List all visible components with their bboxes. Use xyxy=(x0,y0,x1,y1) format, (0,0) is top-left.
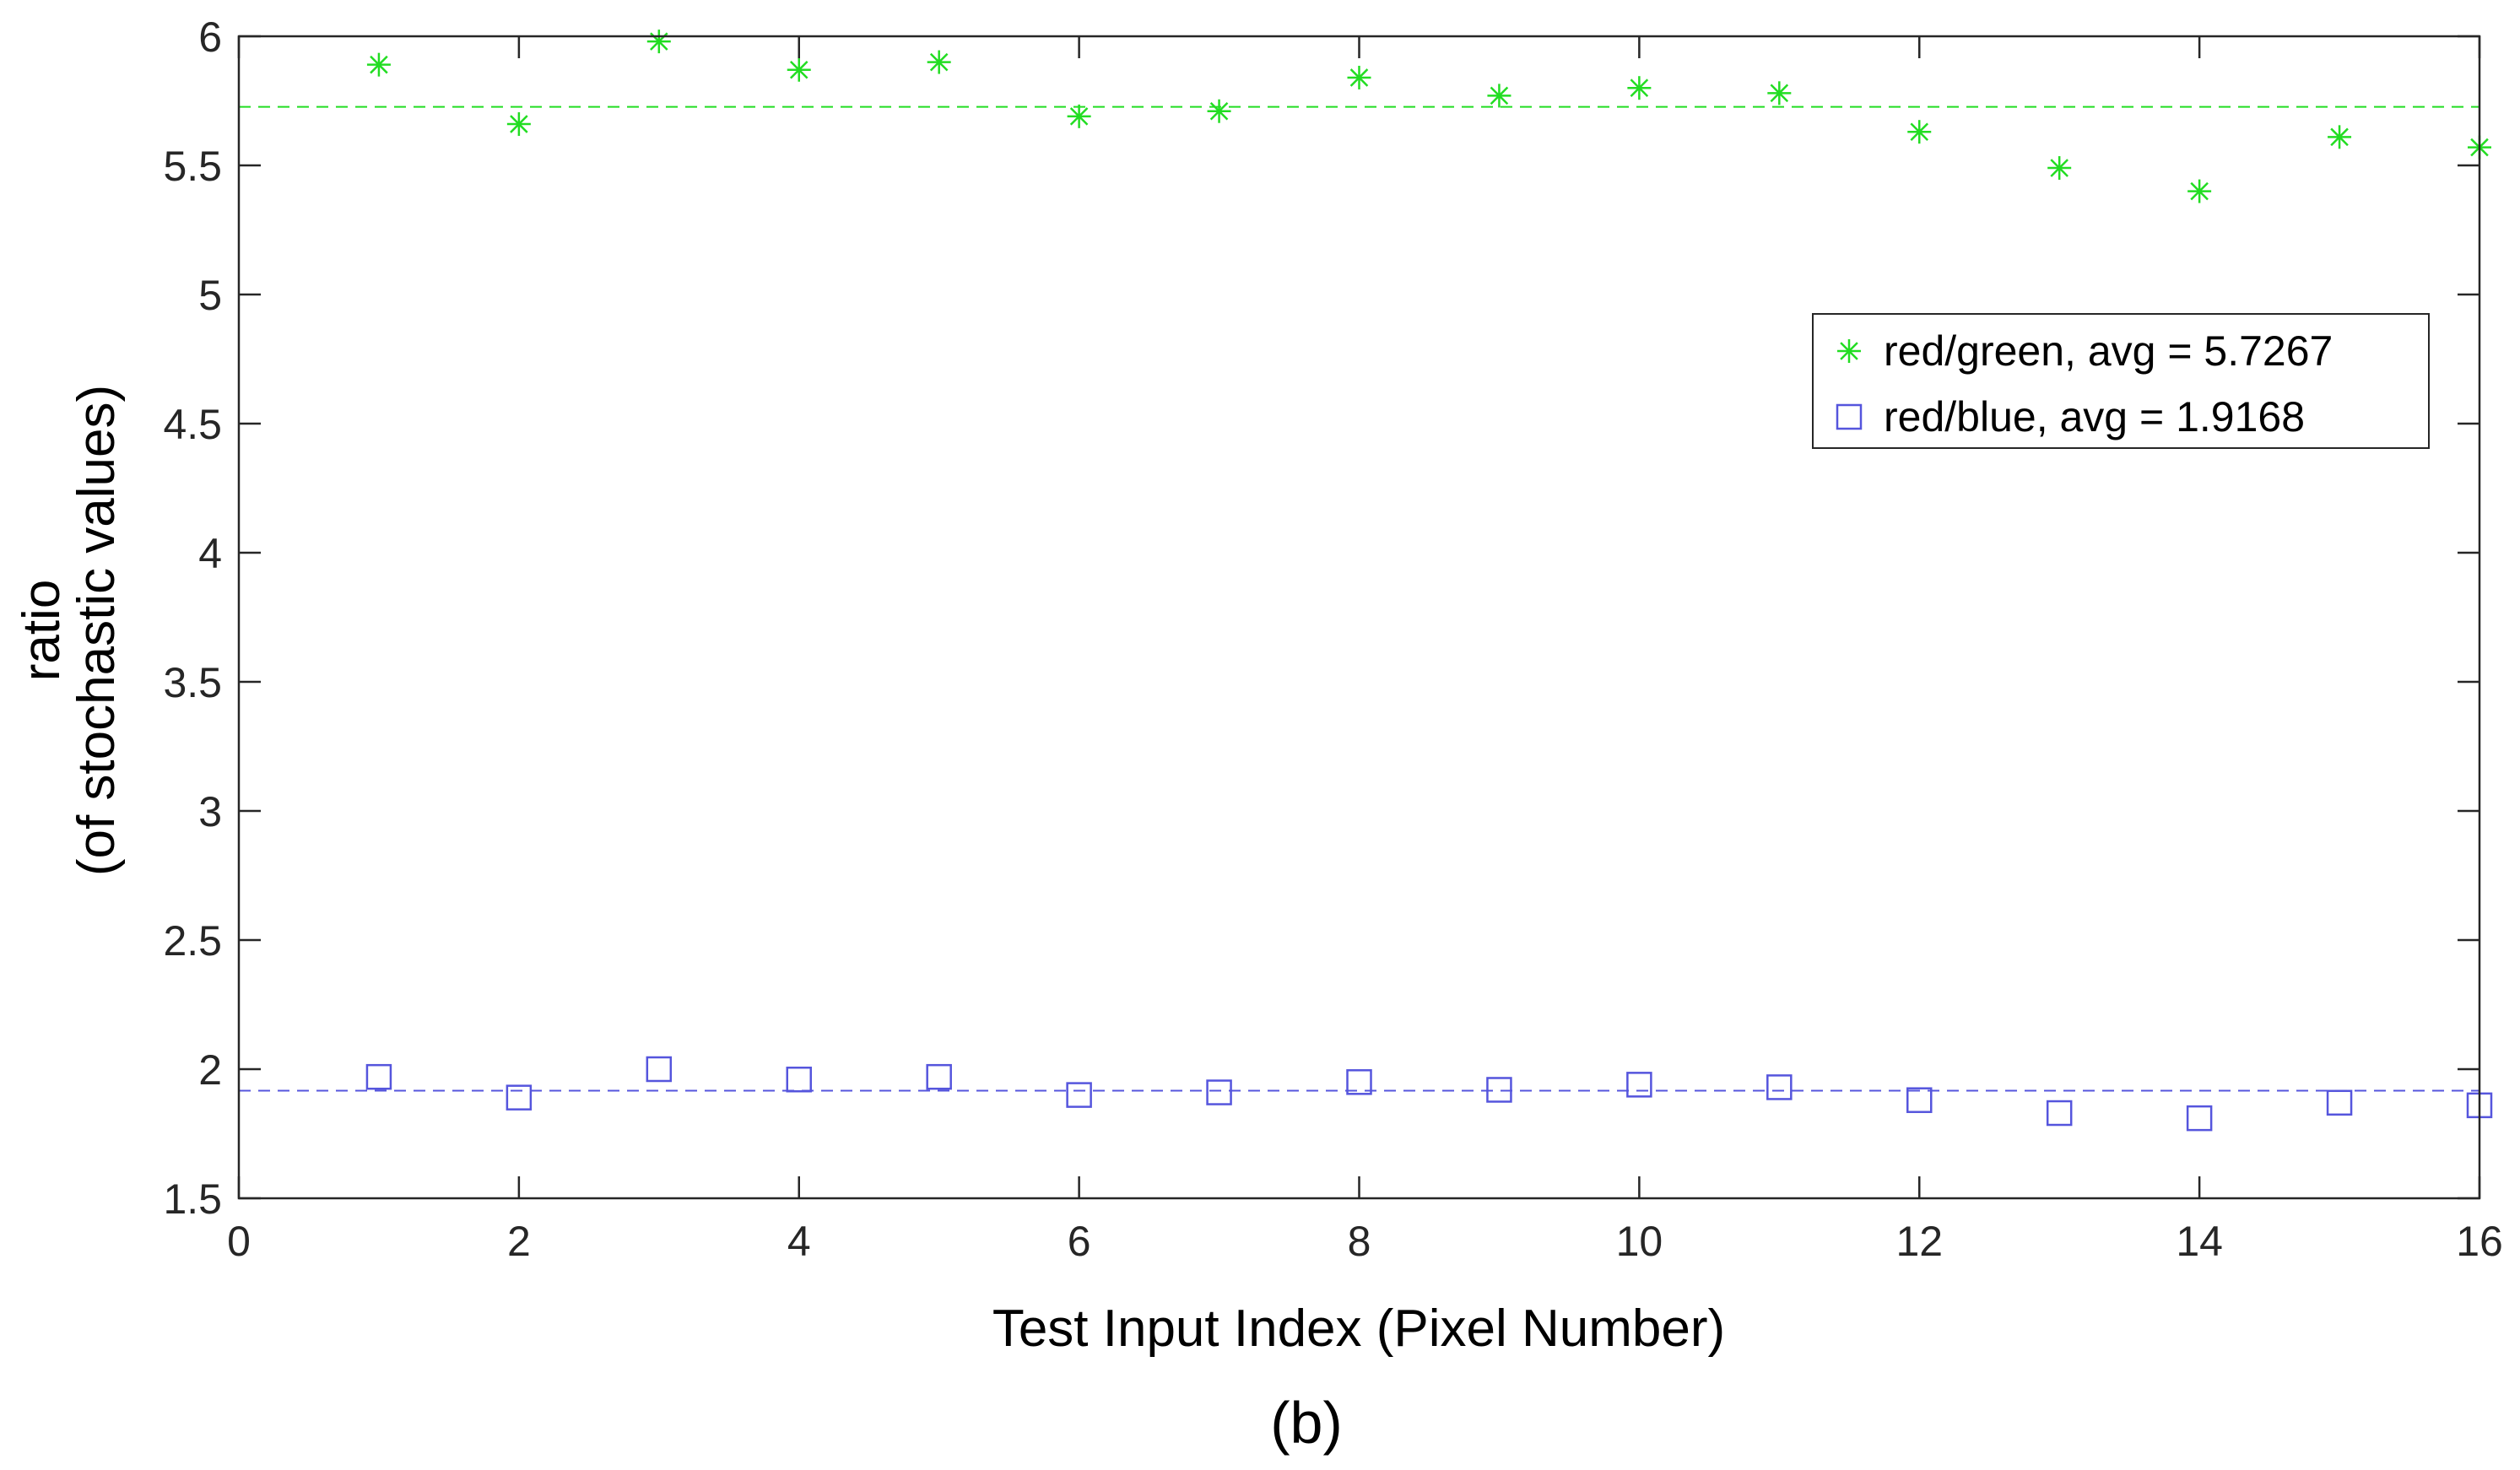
average-lines xyxy=(239,105,2479,1092)
data-point xyxy=(1207,99,1231,123)
data-markers xyxy=(365,30,2493,1132)
legend-asterisk-icon xyxy=(1837,339,1861,363)
x-tick-label: 0 xyxy=(227,1218,251,1265)
legend: red/green, avg = 5.7267 red/blue, avg = … xyxy=(1812,313,2430,449)
data-point xyxy=(1346,1069,1372,1095)
y-tick-label: 5.5 xyxy=(163,143,222,190)
x-axis-label: Test Input Index (Pixel Number) xyxy=(992,1300,1725,1358)
legend-marker-red-green xyxy=(1837,339,1861,363)
legend-square-icon xyxy=(1836,403,1863,430)
legend-label-red-green: red/green, avg = 5.7267 xyxy=(1884,327,2333,375)
data-point xyxy=(927,50,951,74)
data-point xyxy=(1347,65,1371,89)
y-tick-label: 6 xyxy=(198,14,222,61)
data-point xyxy=(2326,1089,2353,1116)
data-point xyxy=(506,1084,533,1111)
x-tick-label: 4 xyxy=(787,1218,811,1265)
data-point xyxy=(646,1056,673,1083)
data-point xyxy=(365,1063,392,1090)
data-point xyxy=(1767,81,1792,105)
y-axis-label-line1: ratio xyxy=(13,580,71,682)
data-point xyxy=(1067,104,1091,128)
y-tick-label: 3.5 xyxy=(163,659,222,706)
data-point xyxy=(1906,1087,1933,1113)
y-tick-label: 1.5 xyxy=(163,1175,222,1223)
x-tick-label: 12 xyxy=(1895,1218,1943,1265)
tick-labels: 0 2 4 6 8 10 12 14 16 1.5 2 2.5 3 3.5 4 4.5 5 5.5 6 xyxy=(163,14,2502,1265)
y-axis-label-line2: (of stochastic values) xyxy=(68,385,126,876)
figure-caption: (b) xyxy=(1270,1390,1343,1456)
data-point xyxy=(506,112,531,137)
data-point xyxy=(2328,125,2352,149)
legend-label-red-blue: red/blue, avg = 1.9168 xyxy=(1884,393,2305,440)
data-point xyxy=(926,1063,952,1090)
data-point xyxy=(366,52,391,77)
x-tick-label: 6 xyxy=(1068,1218,1091,1265)
x-tick-label: 16 xyxy=(2456,1218,2503,1265)
data-point xyxy=(1206,1079,1232,1105)
y-tick-label: 2 xyxy=(198,1046,222,1094)
data-point xyxy=(1627,76,1652,100)
y-tick-label: 2.5 xyxy=(163,917,222,965)
x-tick-label: 8 xyxy=(1348,1218,1371,1265)
data-point xyxy=(2186,1105,2213,1132)
data-point xyxy=(2187,179,2212,203)
data-point xyxy=(786,1066,812,1093)
data-point xyxy=(1626,1072,1652,1098)
data-point xyxy=(1066,1082,1092,1108)
legend-box xyxy=(1812,313,2430,449)
y-tick-label: 3 xyxy=(198,788,222,835)
x-tick-label: 14 xyxy=(2176,1218,2223,1265)
y-tick-label: 4.5 xyxy=(163,401,222,448)
data-point xyxy=(1486,1077,1512,1103)
y-tick-label: 4 xyxy=(198,530,222,577)
data-point xyxy=(2047,156,2072,181)
data-point xyxy=(646,30,671,54)
x-tick-label: 2 xyxy=(507,1218,531,1265)
legend-marker-red-blue xyxy=(1836,403,1863,430)
data-point xyxy=(1907,120,1932,144)
axis-ticks xyxy=(237,35,2481,1200)
data-point xyxy=(1487,84,1511,108)
data-point xyxy=(2046,1100,2073,1127)
x-tick-label: 10 xyxy=(1616,1218,1663,1265)
data-point xyxy=(787,57,811,82)
y-tick-label: 5 xyxy=(198,272,222,319)
data-point xyxy=(1766,1074,1793,1100)
